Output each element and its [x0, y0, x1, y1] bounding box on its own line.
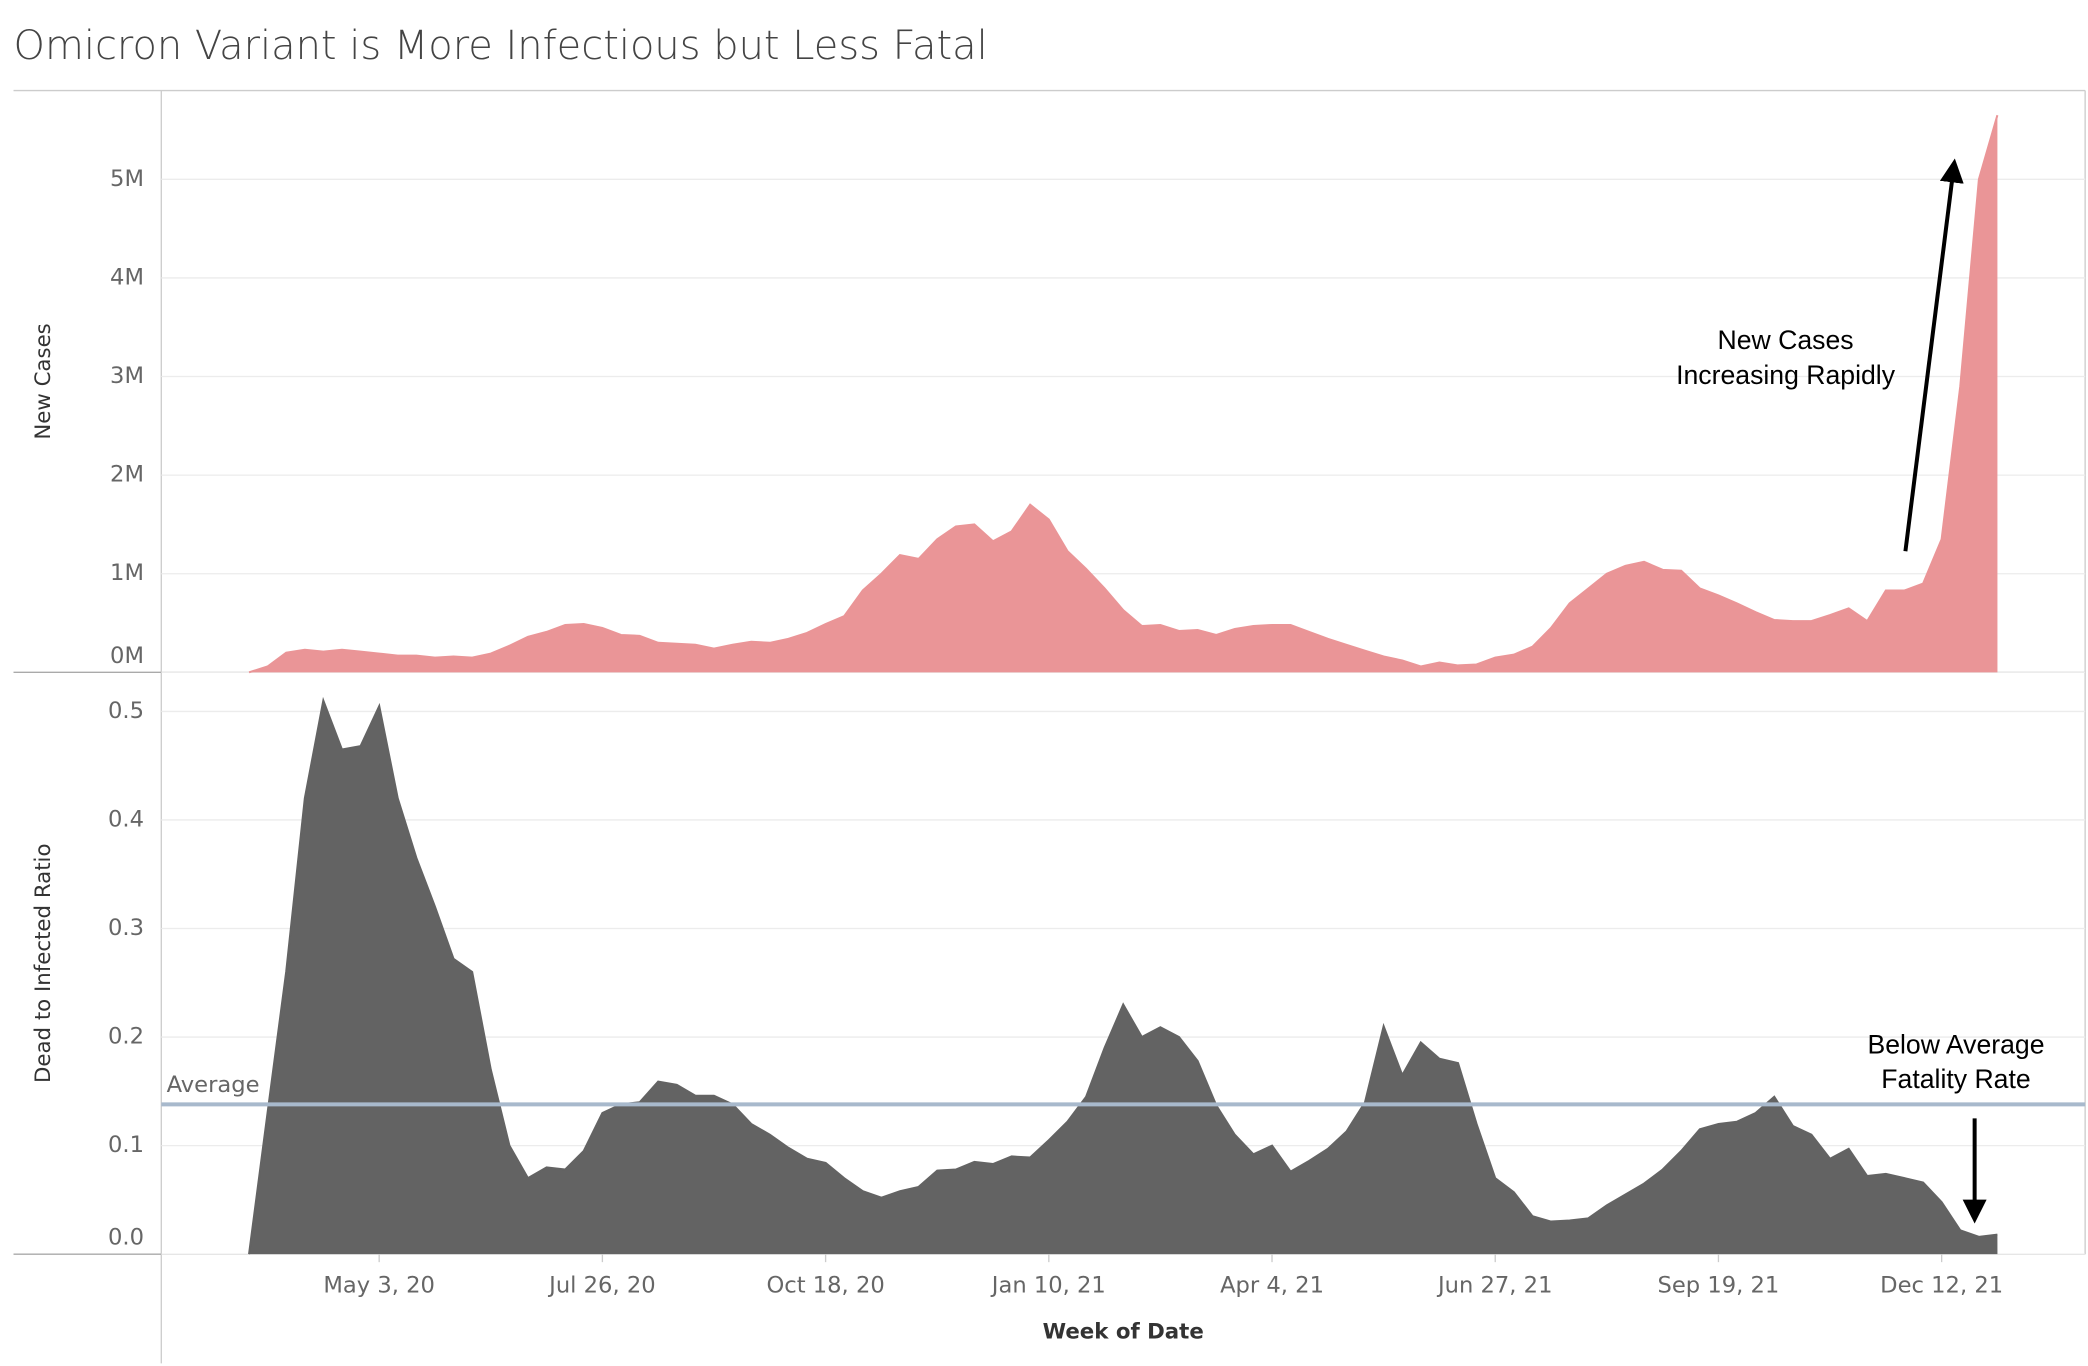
area-fill	[248, 115, 1998, 673]
x-tick-label: Dec 12, 21	[1880, 1273, 2003, 1299]
x-tick-label: Jan 10, 21	[990, 1273, 1106, 1299]
y-tick-label: 0.0	[108, 1225, 144, 1251]
area-fill	[248, 700, 1998, 1255]
x-tick-label: May 3, 20	[323, 1273, 435, 1299]
y-axis-label: New Cases	[31, 323, 56, 439]
x-tick-label: Jun 27, 21	[1436, 1273, 1553, 1299]
annotation-line: Fatality Rate	[1881, 1064, 2030, 1094]
annotation-line: Increasing Rapidly	[1676, 360, 1896, 390]
y-tick-label: 0.4	[108, 806, 144, 832]
annotation: New Cases Increasing Rapidly	[1676, 325, 1896, 390]
reference-label: Average	[167, 1072, 260, 1098]
area-outline	[248, 696, 1998, 1255]
annotation-arrow	[1903, 158, 1964, 552]
x-tick-label: Apr 4, 21	[1220, 1273, 1324, 1299]
annotation: Below Average Fatality Rate	[1867, 1029, 2044, 1094]
x-tick-label: Oct 18, 20	[766, 1273, 884, 1299]
y-tick-label: 0M	[110, 643, 144, 669]
y-axis-label: Dead to Infected Ratio	[31, 844, 56, 1084]
area-outline	[248, 114, 1999, 674]
chart-title: Omicron Variant is More Infectious but L…	[14, 23, 988, 69]
y-tick-label: 1M	[110, 560, 144, 586]
y-tick-label: 3M	[110, 363, 144, 389]
x-tick-label: Jul 26, 20	[547, 1273, 655, 1299]
y-tick-label: 2M	[110, 462, 144, 488]
y-tick-label: 0.1	[108, 1132, 144, 1158]
y-tick-label: 4M	[110, 264, 144, 290]
annotation-line: Below Average	[1867, 1029, 2044, 1059]
y-tick-label: 5M	[110, 166, 144, 192]
annotation-line: New Cases	[1718, 325, 1854, 355]
x-tick-label: Sep 19, 21	[1658, 1273, 1780, 1299]
x-axis-label: Week of Date	[1043, 1320, 1204, 1345]
y-tick-label: 0.5	[108, 698, 144, 724]
y-tick-label: 0.3	[108, 915, 144, 941]
y-tick-label: 0.2	[108, 1024, 144, 1050]
